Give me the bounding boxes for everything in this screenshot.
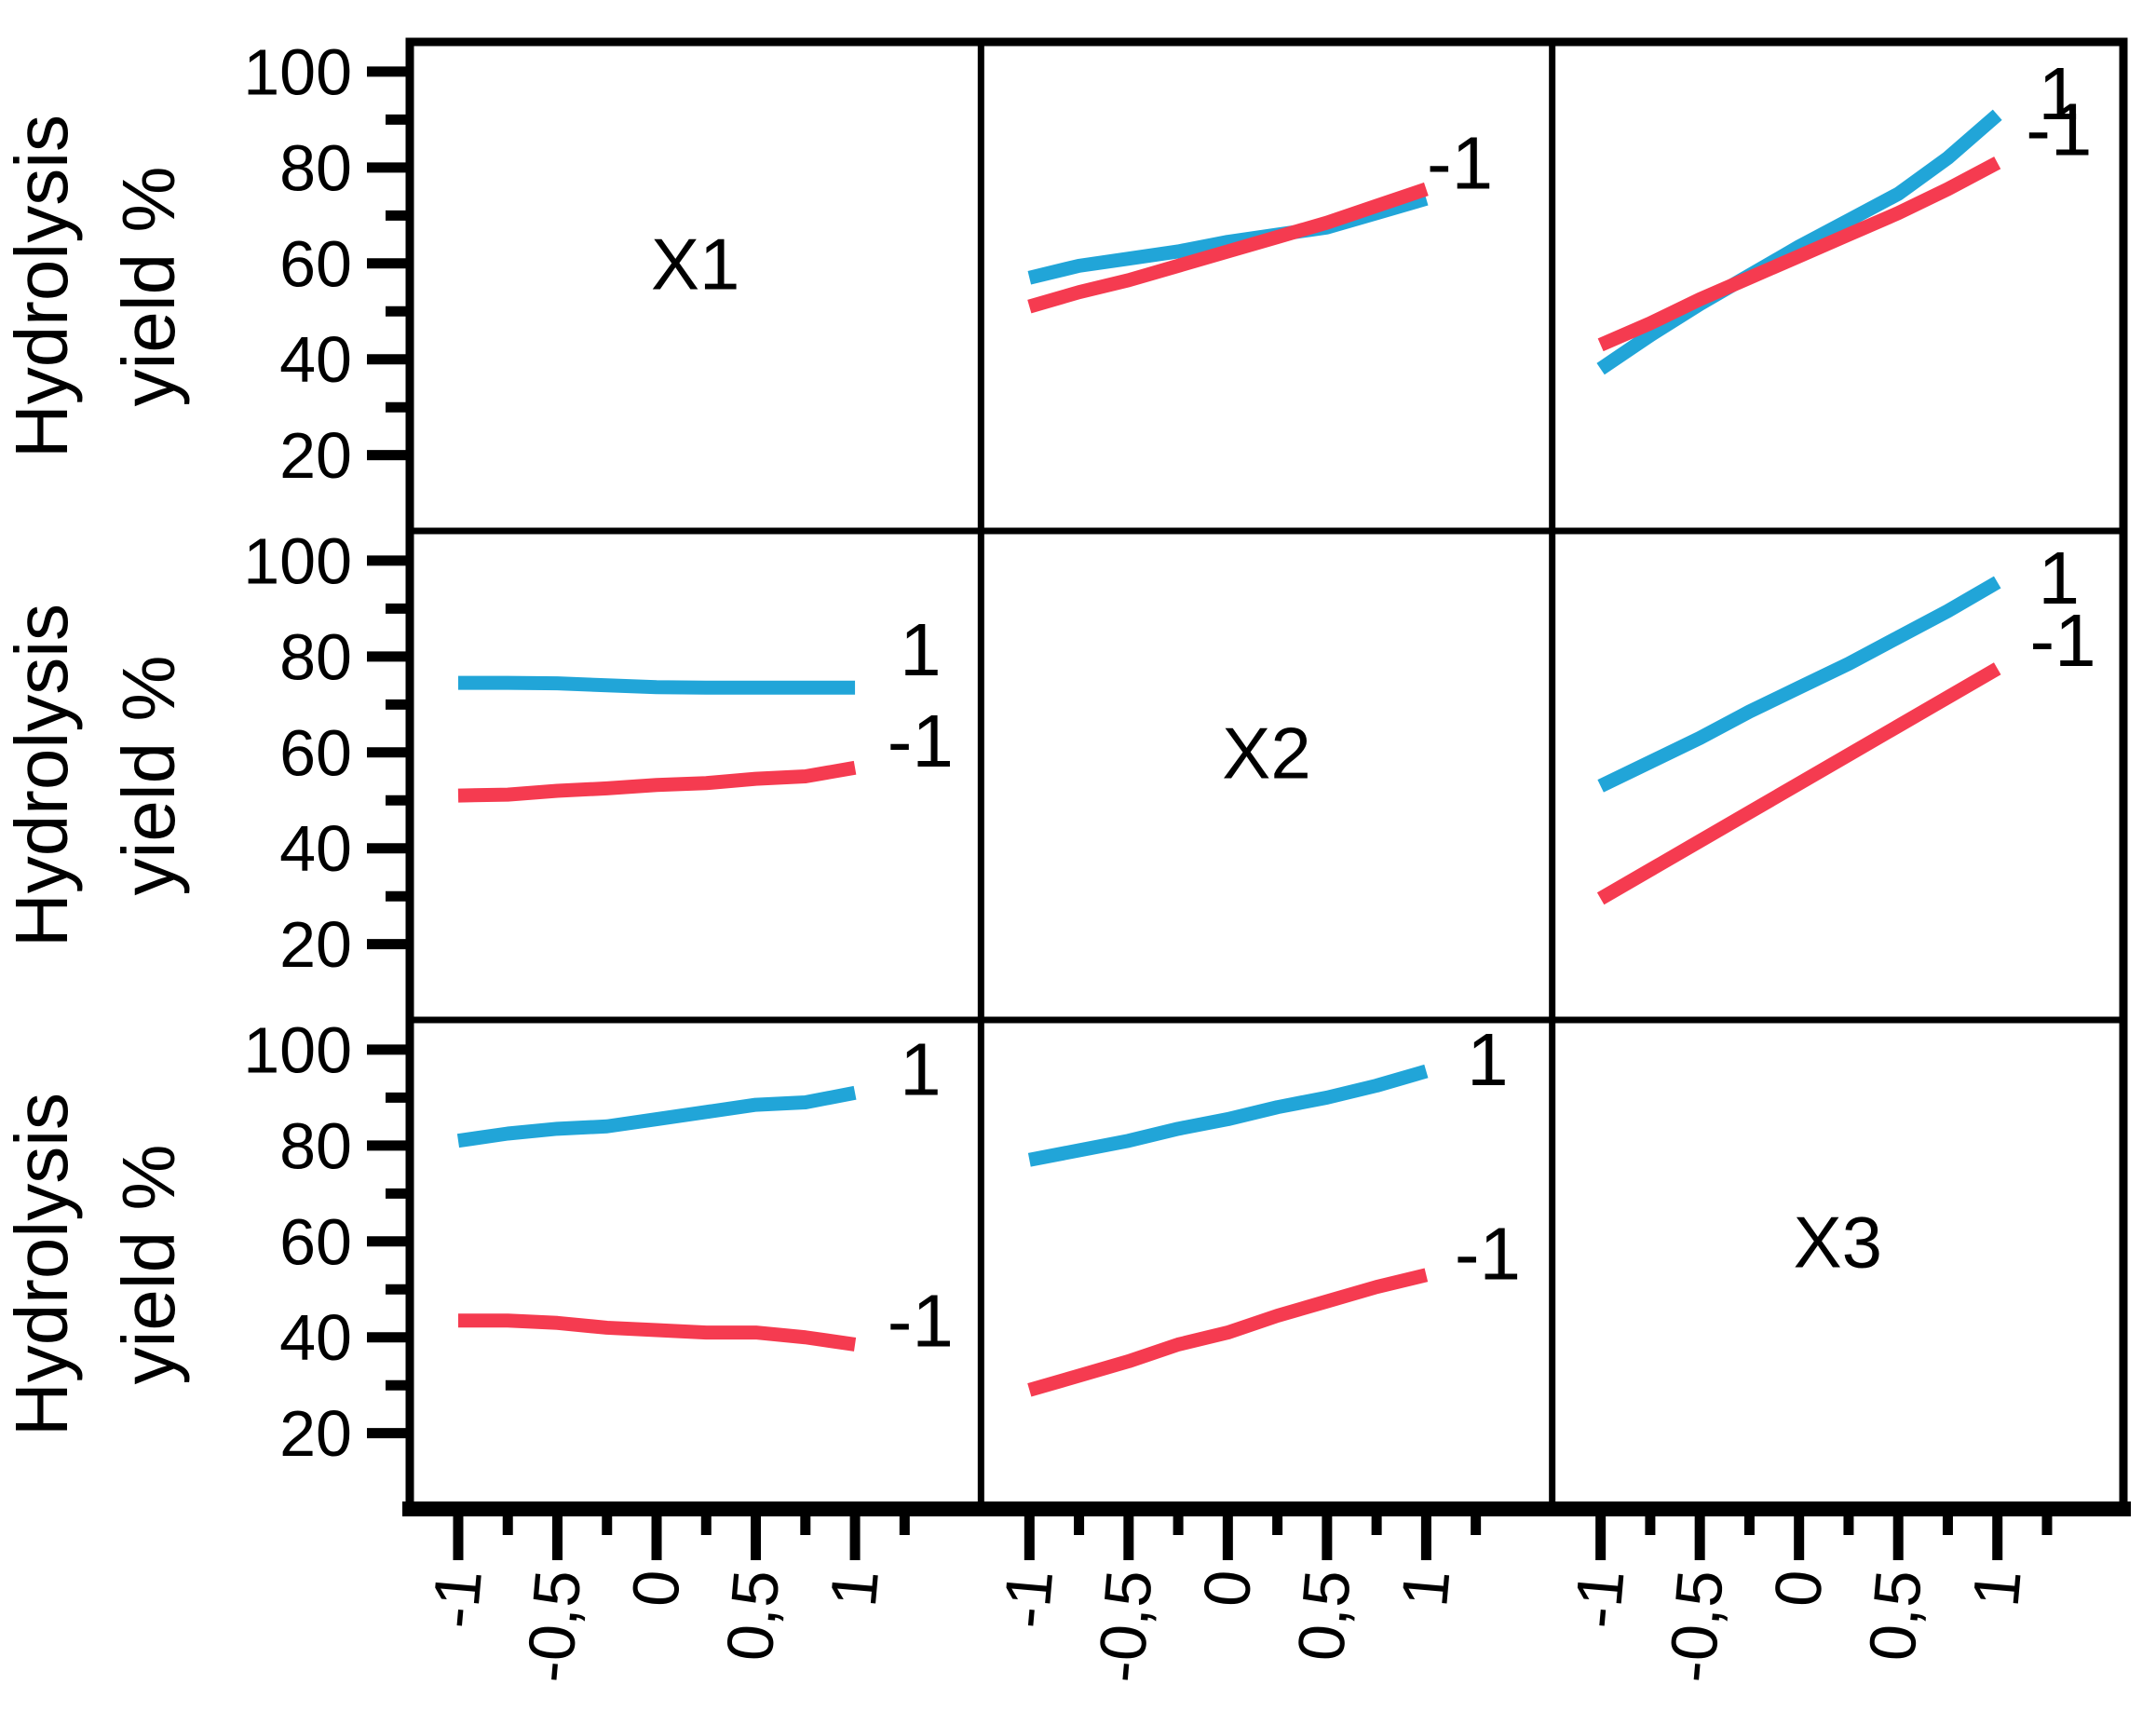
x-tick-label: -1 xyxy=(1560,1568,1637,1632)
y-axis-title-row1: Hydrolysis yield % xyxy=(0,115,190,458)
y-axis-title-line2: yield % xyxy=(107,656,190,896)
line-end-label-level-1: 1 xyxy=(900,608,942,691)
interaction-line-X1-level-1-vs-X3 xyxy=(1596,109,2002,375)
line-end-label-level--1: -1 xyxy=(888,700,954,782)
line-end-label-level--1: -1 xyxy=(1427,122,1493,205)
series-layer xyxy=(456,109,2002,1397)
line-end-label-level-1: 1 xyxy=(1467,1018,1509,1101)
line-end-label-level-1: 1 xyxy=(900,1028,942,1111)
x-tick-label: 0,5 xyxy=(712,1568,793,1664)
y-tick-label: 40 xyxy=(279,1301,352,1374)
y-tick-label: 20 xyxy=(279,419,352,492)
factor-label-x1: X1 xyxy=(651,223,739,305)
interaction-line-X2-level-1-vs-X1 xyxy=(457,675,856,695)
interaction-line-X3-level-1-vs-X2 xyxy=(1027,1064,1429,1167)
line-end-label-level--1: -1 xyxy=(2029,599,2095,682)
interaction-line-X1-level--1-vs-X2 xyxy=(1027,182,1429,314)
factor-label-x3: X3 xyxy=(1794,1201,1882,1283)
interaction-line-X3-level--1-vs-X1 xyxy=(457,1313,857,1352)
y-tick-label: 100 xyxy=(243,524,352,597)
x-tick-label: -1 xyxy=(989,1568,1066,1632)
y-axis-title-line1: Hydrolysis xyxy=(0,604,83,947)
y-axis-title-row3: Hydrolysis yield % xyxy=(0,1093,190,1436)
y-axis-title-line1: Hydrolysis xyxy=(0,1093,83,1436)
y-axis-title-line1: Hydrolysis xyxy=(0,115,83,458)
x-tick-label: 1 xyxy=(1388,1568,1463,1610)
line-end-labels-layer: -11-11-11-11-11-1 xyxy=(888,52,2096,1363)
y-axis-title-line2: yield % xyxy=(107,1145,190,1385)
y-tick-label: 100 xyxy=(243,1013,352,1086)
x-tick-label: 0 xyxy=(618,1568,694,1610)
y-tick-label: 20 xyxy=(279,1397,352,1470)
x-tick-label: 0,5 xyxy=(1855,1568,1935,1664)
x-tick-label: -0,5 xyxy=(512,1568,594,1686)
y-tick-label: 100 xyxy=(243,35,352,108)
grid-frame-layer xyxy=(402,37,2131,1516)
y-tick-label: 80 xyxy=(279,131,352,204)
y-tick-label: 60 xyxy=(279,1205,352,1278)
interaction-line-X3-level--1-vs-X2 xyxy=(1027,1268,1429,1397)
y-tick-label: 20 xyxy=(279,908,352,981)
x-tick-label: -0,5 xyxy=(1084,1568,1166,1686)
y-axis-title-line2: yield % xyxy=(107,167,190,407)
x-tick-label: 0 xyxy=(1189,1568,1265,1610)
x-tick-label: 0,5 xyxy=(1284,1568,1364,1664)
interaction-line-X2-level--1-vs-X1 xyxy=(457,760,857,803)
y-tick-label: 60 xyxy=(279,716,352,789)
interaction-line-X3-level-1-vs-X1 xyxy=(456,1085,857,1148)
y-tick-label: 60 xyxy=(279,227,352,300)
y-tick-label: 40 xyxy=(279,323,352,396)
line-end-label-level--1: -1 xyxy=(1455,1213,1521,1296)
y-tick-label: 80 xyxy=(279,1109,352,1182)
interaction-line-X2-level--1-vs-X3 xyxy=(1596,662,2001,905)
line-end-label-level--1: -1 xyxy=(888,1280,954,1363)
line-end-label-level--1: -1 xyxy=(2026,88,2092,171)
y-tick-label: 80 xyxy=(279,620,352,693)
line-end-label-level-1: 1 xyxy=(2039,52,2081,135)
x-tick-label: 1 xyxy=(817,1568,892,1610)
y-axis-title-row2: Hydrolysis yield % xyxy=(0,604,190,947)
x-tick-label: -1 xyxy=(418,1568,495,1632)
factor-label-x2: X2 xyxy=(1222,712,1310,794)
line-end-label-level-1: 1 xyxy=(2039,537,2081,619)
x-tick-label: 0 xyxy=(1761,1568,1837,1610)
x-tick-label: 1 xyxy=(1959,1568,2035,1610)
x-tick-label: -0,5 xyxy=(1655,1568,1737,1686)
interaction-line-X2-level-1-vs-X3 xyxy=(1597,576,2001,793)
y-tick-label: 40 xyxy=(279,812,352,885)
interaction-line-X1-level--1-vs-X3 xyxy=(1597,156,2001,352)
